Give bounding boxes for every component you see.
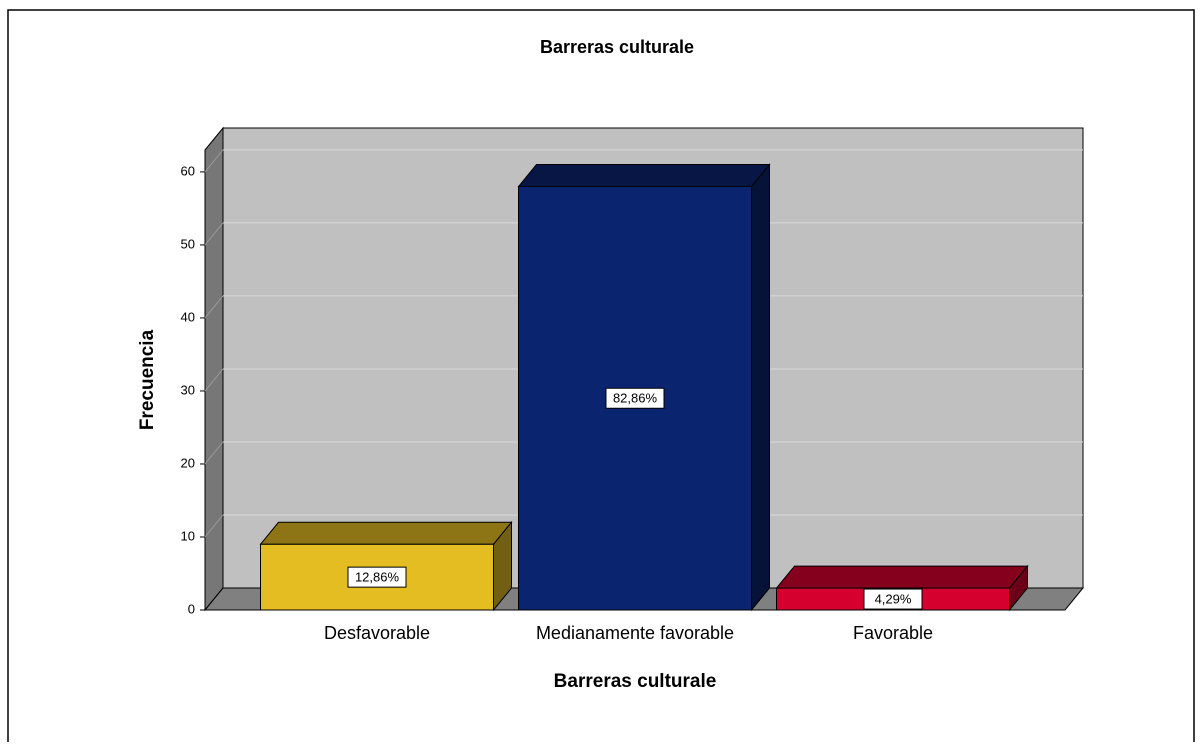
y-tick-label: 40 [181, 309, 195, 324]
y-tick-label: 0 [188, 601, 195, 616]
x-tick-label: Medianamente favorable [536, 623, 734, 643]
data-label: 12,86% [355, 570, 400, 585]
data-label: 82,86% [613, 391, 658, 406]
grid-line [204, 295, 224, 319]
y-tick-label: 10 [181, 528, 195, 543]
grid-line [204, 441, 224, 465]
data-label: 4,29% [875, 591, 912, 606]
grid-line [204, 222, 224, 246]
grid-line [204, 514, 224, 538]
grid-line [204, 149, 224, 173]
data-label-box [605, 387, 665, 409]
chart-title: Barreras culturale [540, 37, 694, 57]
data-label-box [863, 588, 923, 610]
y-axis-label: Frecuencia [137, 329, 158, 430]
bar-top [775, 565, 1029, 589]
y-tick-label: 60 [181, 163, 195, 178]
data-label-box [347, 566, 407, 588]
x-axis-label: Barreras culturale [554, 671, 717, 692]
y-tick-label: 50 [181, 236, 195, 251]
x-tick-label: Favorable [853, 623, 933, 643]
grid-line [204, 368, 224, 392]
x-tick-label: Desfavorable [324, 623, 430, 643]
bar-side [751, 163, 770, 612]
bar-top [517, 164, 771, 188]
y-tick-label: 30 [181, 382, 195, 397]
y-tick-label: 20 [181, 455, 195, 470]
bar-top [259, 521, 513, 545]
side-wall [204, 126, 224, 612]
